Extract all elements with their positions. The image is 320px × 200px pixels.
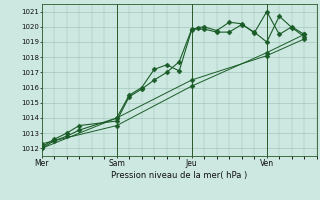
- X-axis label: Pression niveau de la mer( hPa ): Pression niveau de la mer( hPa ): [111, 171, 247, 180]
